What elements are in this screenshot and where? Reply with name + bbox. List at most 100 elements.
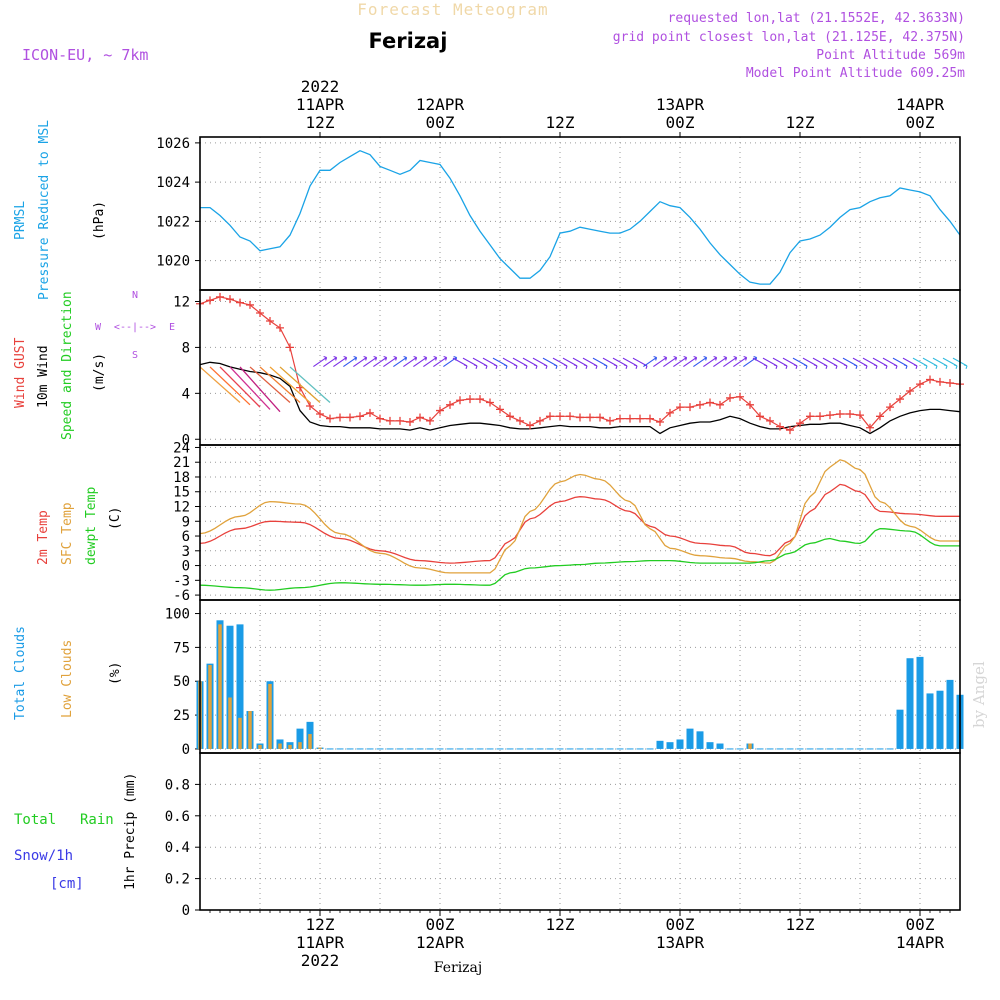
gust-marker xyxy=(916,380,924,389)
gust-marker xyxy=(626,414,634,423)
wind-direction-arrow xyxy=(482,357,498,370)
cloud-label-total: Total Clouds xyxy=(13,626,28,720)
wind-direction-arrow xyxy=(343,355,358,367)
low-cloud-bar xyxy=(218,624,222,749)
y-tick-label: 9 xyxy=(182,514,190,530)
bottom-axis-hour: 00Z xyxy=(426,915,455,934)
wind-direction-arrow xyxy=(239,366,281,413)
footer-location: Ferizaj xyxy=(434,960,482,976)
total-cloud-bar xyxy=(916,656,924,749)
compass-e: E xyxy=(169,322,175,333)
y-tick-label: 100 xyxy=(165,607,190,623)
temp-label-sfc: SFC Temp xyxy=(60,502,75,565)
top-axis-hour: 00Z xyxy=(426,113,455,132)
gust-marker xyxy=(516,416,524,425)
total-cloud-bar xyxy=(906,658,914,749)
y-tick-label: 24 xyxy=(173,440,190,456)
wind-direction-arrow xyxy=(582,357,598,370)
y-tick-label: 6 xyxy=(182,529,190,545)
low-cloud-bar xyxy=(258,744,262,749)
wind-direction-arrow xyxy=(413,355,428,367)
wind-direction-arrow xyxy=(693,355,708,367)
low-cloud-bar xyxy=(228,697,232,749)
y-tick-label: 0.8 xyxy=(165,777,190,793)
gust-marker xyxy=(226,295,234,304)
total-cloud-bar xyxy=(226,625,234,749)
gust-marker xyxy=(846,410,854,418)
low-cloud-bar xyxy=(268,683,272,749)
y-tick-label: 1022 xyxy=(156,214,190,230)
grid-point-coords: grid point closest lon,lat (21.125E, 42.… xyxy=(613,30,965,45)
top-axis-hour: 12Z xyxy=(546,113,575,132)
total-cloud-bar xyxy=(666,742,674,749)
wind-direction-arrow xyxy=(472,357,488,370)
gust-marker xyxy=(866,423,874,432)
gust-marker xyxy=(896,395,904,404)
y-tick-label: 0 xyxy=(182,432,190,448)
credit-watermark: by Angel xyxy=(970,661,988,728)
model-altitude: Model Point Altitude 609.25m xyxy=(746,66,965,81)
compass-n: N xyxy=(132,290,138,301)
gust-marker xyxy=(376,414,384,423)
panel-frame xyxy=(199,752,961,911)
bottom-axis-date: 11APR xyxy=(296,933,345,952)
wind-direction-arrow xyxy=(653,355,668,367)
chart-title: Forecast Meteogram xyxy=(357,0,548,19)
bottom-axis-hour: 12Z xyxy=(546,915,575,934)
y-tick-label: 1024 xyxy=(156,175,190,191)
model-label: ICON-EU, ~ 7km xyxy=(22,46,148,64)
gust-marker xyxy=(886,403,894,412)
y-tick-label: 8 xyxy=(182,340,190,356)
gust-marker xyxy=(766,416,774,425)
precip-panel: 0 0.2 0.4 0.6 0.8 xyxy=(165,753,960,919)
wind-label-direction: Speed and Direction xyxy=(60,291,75,440)
low-cloud-bar xyxy=(288,744,292,749)
wind-direction-arrow xyxy=(373,355,388,367)
low-cloud-bar xyxy=(318,747,322,749)
precip-label-cm: [cm] xyxy=(50,876,84,892)
wind-direction-arrow xyxy=(433,355,448,367)
total-cloud-bar xyxy=(936,690,944,749)
pressure-panel: 1020 1022 1024 1026 xyxy=(156,136,961,290)
gust-marker xyxy=(876,412,884,421)
gust-marker xyxy=(416,413,424,422)
total-cloud-bar xyxy=(236,624,244,749)
top-axis-date: 12APR xyxy=(416,95,465,114)
pressure-unit: (hPa) xyxy=(92,201,107,240)
wind-direction-arrow xyxy=(209,366,251,406)
top-axis-date: 13APR xyxy=(656,95,705,114)
wind-direction-arrow xyxy=(249,366,291,404)
wind-direction-arrow xyxy=(572,357,588,370)
y-tick-label: 18 xyxy=(173,470,190,486)
wind-direction-arrow xyxy=(333,355,348,367)
gust-marker xyxy=(236,298,244,307)
gust-marker xyxy=(436,406,444,415)
wind-direction-arrow xyxy=(912,357,928,370)
bottom-axis-year: 2022 xyxy=(301,951,340,970)
gust-marker xyxy=(706,398,714,407)
wind-direction-arrow xyxy=(462,357,478,370)
gust-marker xyxy=(686,403,694,412)
wind-direction-arrow xyxy=(552,357,568,370)
gust-marker xyxy=(836,410,844,418)
gust-marker xyxy=(496,405,504,414)
top-axis-hour: 00Z xyxy=(666,113,695,132)
gust-marker xyxy=(266,317,274,325)
wind-panel: 0 4 8 12 xyxy=(173,290,968,448)
temp-2m-line xyxy=(199,483,960,564)
wind-direction-arrow xyxy=(872,357,888,370)
wind-direction-arrow xyxy=(269,366,311,404)
bottom-axis-date: 13APR xyxy=(656,933,705,952)
gust-marker xyxy=(346,413,354,422)
bottom-axis-date: 12APR xyxy=(416,933,465,952)
wind-direction-arrow xyxy=(353,355,368,367)
gust-marker xyxy=(816,412,824,421)
top-axis-hour: 12Z xyxy=(306,113,335,132)
gust-marker xyxy=(906,387,914,396)
gust-marker xyxy=(486,398,494,407)
total-cloud-bar xyxy=(896,709,904,749)
bottom-axis-hour: 12Z xyxy=(786,915,815,934)
gust-marker xyxy=(726,393,734,402)
